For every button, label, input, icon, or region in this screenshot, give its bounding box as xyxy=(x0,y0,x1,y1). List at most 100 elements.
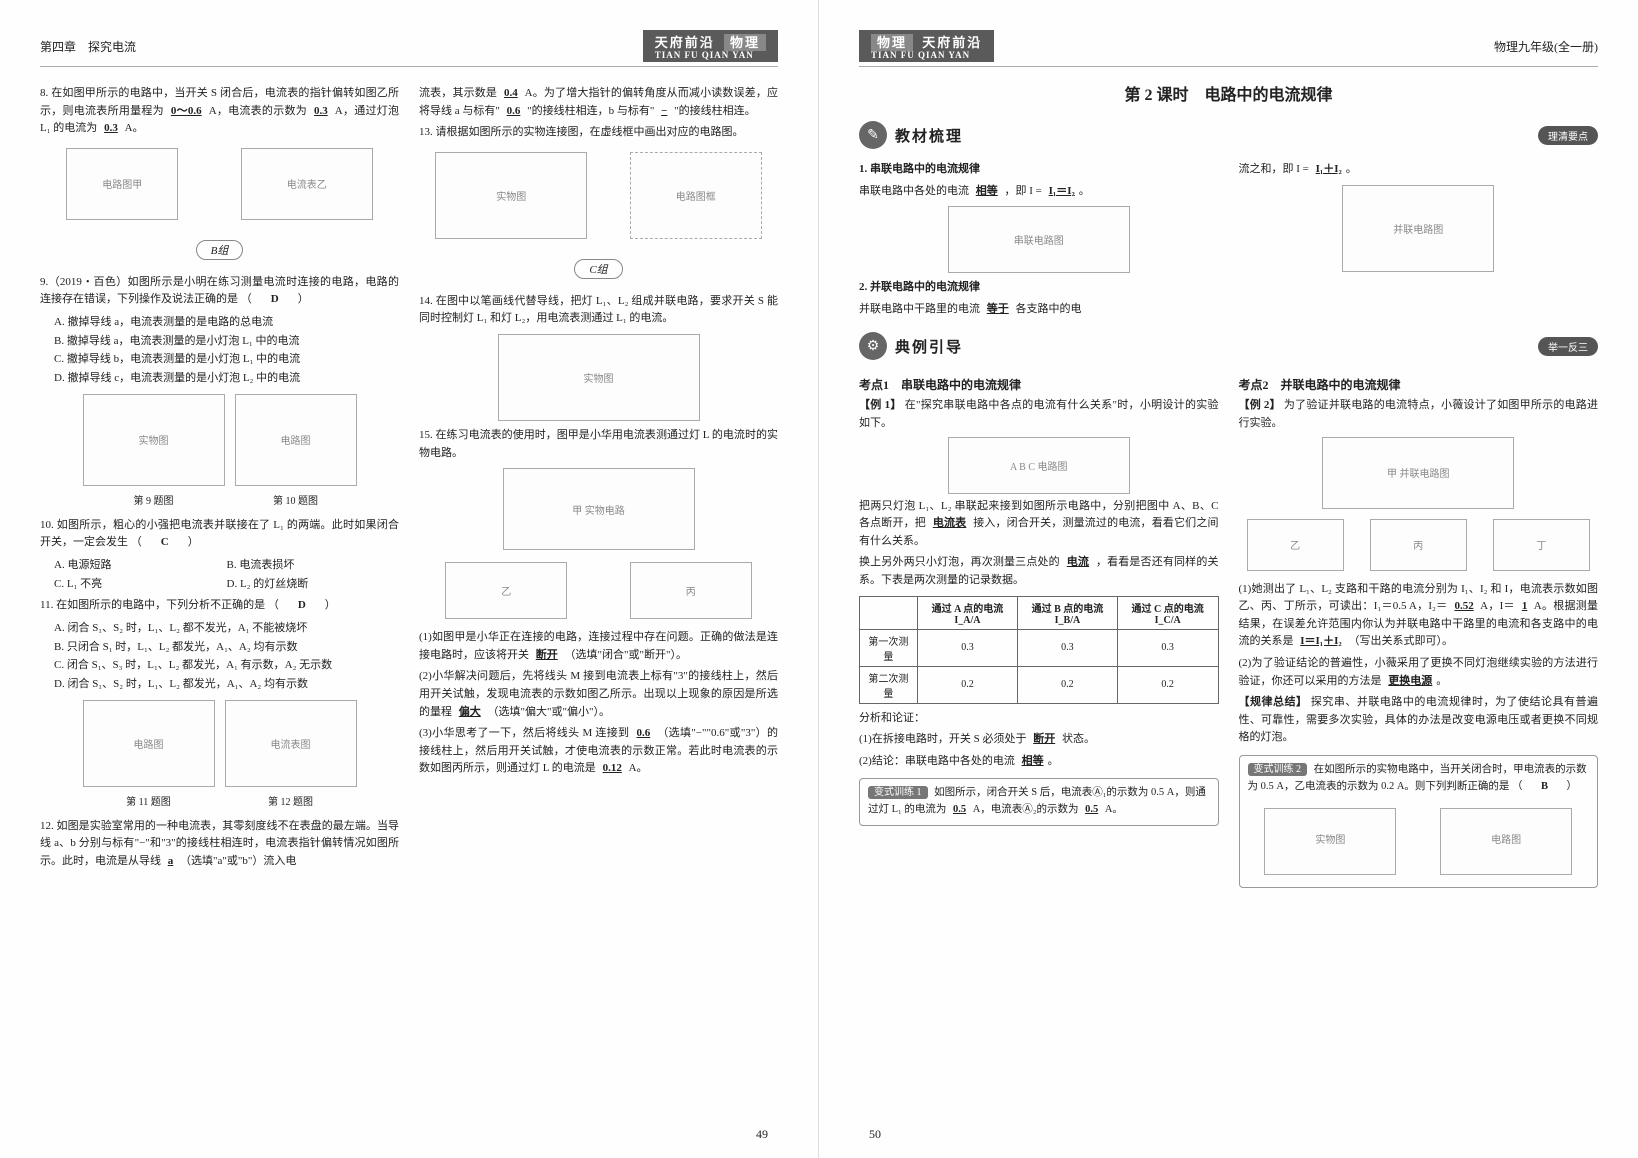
q9-answer: D xyxy=(263,293,287,305)
header-right: 物理 天府前沿 TIAN FU QIAN YAN 物理九年级(全一册) xyxy=(859,30,1598,67)
content-columns: 8. 在如图甲所示的电路中，当开关 S 闭合后，电流表的指针偏转如图乙所示，则电… xyxy=(40,81,778,874)
section-bar-1: ✎ 教材梳理 理清要点 xyxy=(859,121,1598,149)
table-row-1: 第一次测量 0.3 0.3 0.3 xyxy=(860,629,1219,666)
rule2-blank: 等于 xyxy=(983,303,1013,315)
variant-2: 变式训练 2 在如图所示的实物电路中，当开关闭合时，甲电流表的示数为 0.5 A… xyxy=(1239,755,1599,888)
q12-cont: 流表，其示数是 0.4 A。为了增大指针的偏转角度从而减小读数误差，应将导线 a… xyxy=(419,85,778,120)
ex2: 【例 2】 为了验证并联电路的电流特点，小薇设计了如图甲所示的电路进行实验。 xyxy=(1239,397,1599,432)
q11-opt-a: A. 闭合 S₁、S₂ 时，L₁、L₂ 都不发光，A₁ 不能被烧坏 xyxy=(54,619,399,638)
ex1c1b: 状态。 xyxy=(1062,733,1095,745)
th2: 通过 B 点的电流 I_B/A xyxy=(1018,596,1118,629)
q13-fig-schematic: 电路图框 xyxy=(630,152,762,239)
q11-stem-text: 11. 在如图所示的电路中，下列分析不正确的是 xyxy=(40,599,265,611)
q11-stem: 11. 在如图所示的电路中，下列分析不正确的是 （ D ） xyxy=(40,597,399,615)
fig10-label: 第 10 题图 xyxy=(235,492,357,507)
ex2p1-blank1: 0.52 xyxy=(1450,600,1477,612)
rule2-a: 并联电路中干路里的电流 xyxy=(859,303,980,315)
var1-blank2: 0.5 xyxy=(1081,804,1102,815)
q9-stem-text: 9.（2019・百色）如图所示是小明在练习测量电流时连接的电路，电路的连接存在错… xyxy=(40,276,399,306)
ex1-conc2: (2)结论：串联电路中各处的电流 相等。 xyxy=(859,753,1219,771)
p1-blank2: 0.6 xyxy=(503,105,525,117)
ex1-label: 【例 1】 xyxy=(859,399,902,411)
q14: 14. 在图中以笔画线代替导线，把灯 L₁、L₂ 组成并联电路，要求开关 S 能… xyxy=(419,293,778,328)
ex2p1d: （写出关系式即可）。 xyxy=(1348,635,1453,647)
header-left: 第四章 探究电流 天府前沿 物理 TIAN FU QIAN YAN xyxy=(40,30,778,67)
ex1-table: 通过 A 点的电流 I_A/A 通过 B 点的电流 I_B/A 通过 C 点的电… xyxy=(859,596,1219,704)
ex2-label: 【例 2】 xyxy=(1239,399,1281,411)
q15-1-blank: 断开 xyxy=(532,649,562,661)
q8-fig-meter: 电流表乙 xyxy=(241,148,373,220)
p1-blank3: − xyxy=(657,105,671,117)
q11-opt-b: B. 只闭合 S₁ 时，L₁、L₂ 都发光，A₁、A₂ 均有示数 xyxy=(54,638,399,657)
group-c-wrap: C组 xyxy=(419,251,778,287)
q13: 13. 请根据如图所示的实物连接图，在虚线框中画出对应的电路图。 xyxy=(419,124,778,142)
q9-opt-d: D. 撤掉导线 c，电流表测量的是小灯泡 L₂ 中的电流 xyxy=(54,369,399,388)
chapter-title: 第四章 探究电流 xyxy=(40,38,136,55)
q12-mid: （选填"a"或"b"）流入电 xyxy=(180,855,296,867)
shuli-col-1: 1. 串联电路中的电流规律 串联电路中各处的电流 相等 ，即 I = I₁＝I₂… xyxy=(859,157,1219,322)
left-col-2: 流表，其示数是 0.4 A。为了增大指针的偏转角度从而减小读数误差，应将导线 a… xyxy=(419,81,778,874)
fig9-wrap: 实物图 第 9 题图 xyxy=(83,388,225,513)
ex1c1a: (1)在拆接电路时，开关 S 必须处于 xyxy=(859,733,1026,745)
dianli-columns: 考点1 串联电路中的电流规律 【例 1】 在"探究串联电路中各点的电流有什么关系… xyxy=(859,368,1598,895)
r2c1: 0.2 xyxy=(917,666,1017,703)
pagenum-50: 50 xyxy=(869,1127,881,1142)
ex1-p2a: 换上另外两只小灯泡，再次测量三点处的 xyxy=(859,556,1060,568)
q8-blank3: 0.3 xyxy=(100,122,122,134)
q15-3-blank1: 0.6 xyxy=(632,727,654,739)
ex2-meter-yi: 乙 xyxy=(1247,519,1344,571)
r1c0: 第一次测量 xyxy=(860,629,918,666)
brand-pinyin: TIAN FU QIAN YAN xyxy=(655,51,766,60)
q8-mid1: A，电流表的示数为 xyxy=(209,105,307,117)
dianli-col-1: 考点1 串联电路中的电流规律 【例 1】 在"探究串联电路中各点的电流有什么关系… xyxy=(859,368,1219,895)
rule2-tail: 流之和，即 I = I₁＋I₂。 xyxy=(1239,161,1599,179)
brand-badge-r: 物理 天府前沿 TIAN FU QIAN YAN xyxy=(859,30,994,62)
q14-fig: 实物图 xyxy=(498,334,700,421)
q8-fig-circuit: 电路图甲 xyxy=(66,148,178,220)
th0 xyxy=(860,596,918,629)
q8-blank1: 0～0.6 xyxy=(167,105,206,117)
q12-blank1: a xyxy=(164,855,178,867)
q15-2b: （选填"偏大"或"偏小"）。 xyxy=(488,706,610,718)
q15-3: (3)小华思考了一下，然后将线头 M 连接到 0.6 （选填"−""0.6"或"… xyxy=(419,725,778,778)
pagenum-49: 49 xyxy=(756,1127,768,1142)
group-c-label: C组 xyxy=(574,259,622,279)
q10-options: A. 电源短路 B. 电流表损坏 C. L₁ 不亮 D. L₂ 的灯丝烧断 xyxy=(54,556,399,593)
r2c3: 0.2 xyxy=(1117,666,1218,703)
ex1-conc1: (1)在拆接电路时，开关 S 必须处于 断开 状态。 xyxy=(859,731,1219,749)
q10-answer: C xyxy=(153,536,177,548)
rule1-b: ，即 I = xyxy=(1005,185,1042,197)
summary: 【规律总结】 探究串、并联电路中的电流规律时，为了使结论具有普遍性、可靠性，需要… xyxy=(1239,694,1599,747)
q9-opt-a: A. 撤掉导线 a，电流表测量的是电路的总电流 xyxy=(54,313,399,332)
q10-opt-d: D. L₂ 的灯丝烧断 xyxy=(227,575,400,594)
left-col-1: 8. 在如图甲所示的电路中，当开关 S 闭合后，电流表的指针偏转如图乙所示，则电… xyxy=(40,81,399,874)
q9-opt-b: B. 撤掉导线 a，电流表测量的是小灯泡 L₁ 中的电流 xyxy=(54,332,399,351)
ex1-fig: A B C 电路图 xyxy=(948,437,1130,494)
p1-blank1: 0.4 xyxy=(500,87,522,99)
r1c1: 0.3 xyxy=(917,629,1017,666)
q8-tail: A。 xyxy=(125,122,144,134)
q15-meter-yi: 乙 xyxy=(445,562,567,619)
section-icon-2: ⚙ xyxy=(859,332,887,360)
q8-figs: 电路图甲 电流表乙 xyxy=(40,142,399,226)
fig10: 电路图 xyxy=(235,394,357,486)
ex1c2-blank: 相等 xyxy=(1018,755,1048,767)
ex2-fig-circuit: 甲 并联电路图 xyxy=(1322,437,1514,509)
ex2p1-blank2: 1 xyxy=(1518,600,1532,612)
subject-badge-r: 物理 xyxy=(871,34,913,51)
var1-c: A。 xyxy=(1105,804,1123,815)
q11-options: A. 闭合 S₁、S₂ 时，L₁、L₂ 都不发光，A₁ 不能被烧坏 B. 只闭合… xyxy=(54,619,399,694)
th1: 通过 A 点的电流 I_A/A xyxy=(917,596,1017,629)
q12-stem: 12. 如图是实验室常用的一种电流表，其零刻度线不在表盘的最左端。当导线 a、b… xyxy=(40,818,399,871)
grade-label: 物理九年级(全一册) xyxy=(1494,38,1598,55)
subject-badge: 物理 xyxy=(724,34,766,51)
group-b-wrap: B组 xyxy=(40,232,399,268)
ex1-text: 在"探究串联电路中各点的电流有什么关系"时，小明设计的实验如下。 xyxy=(859,399,1219,429)
q15-1b: （选填"闭合"或"断开"）。 xyxy=(565,649,687,661)
ex1-p1: 把两只灯泡 L₁、L₂ 串联起来接到如图所示电路中，分别把图中 A、B、C 各点… xyxy=(859,498,1219,551)
fig11-wrap: 电路图 第 11 题图 xyxy=(83,694,215,814)
section-icon-1: ✎ xyxy=(859,121,887,149)
ex1-p2: 换上另外两只小灯泡，再次测量三点处的 电流 ，看看是否还有同样的关系。下表是两次… xyxy=(859,554,1219,589)
var2-figs: 实物图 电路图 xyxy=(1248,802,1590,881)
var1-tag: 变式训练 1 xyxy=(868,786,928,799)
